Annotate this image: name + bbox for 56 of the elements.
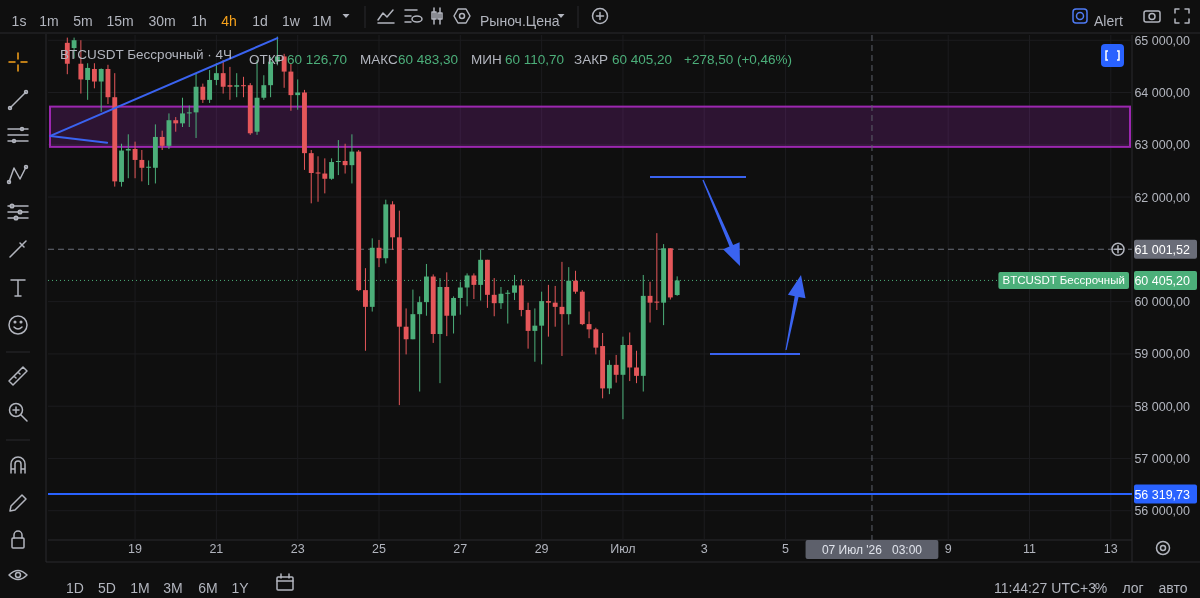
annotation: МАКС — [360, 52, 398, 67]
ref-line-label: 60 405,20 — [1134, 273, 1191, 288]
x-tick-label: 29 — [534, 542, 549, 556]
y-tick-label: 57 000,00 — [1134, 451, 1191, 466]
x-tick-label: Июл — [610, 542, 636, 556]
text: Рыноч.Цена — [480, 13, 560, 29]
x-tick-label: 9 — [944, 542, 952, 556]
y-tick-label: 62 000,00 — [1134, 190, 1191, 205]
x-tick-label: 13 — [1103, 542, 1118, 556]
text: 1D — [66, 580, 84, 596]
text: авто — [1158, 580, 1188, 596]
annotation: 60 405,20 — [612, 52, 673, 67]
x-tick-label: 23 — [290, 542, 305, 556]
y-tick-label: 56 000,00 — [1134, 504, 1191, 519]
annotation: 60 110,70 — [505, 52, 565, 67]
annotation: 60 126,70 — [287, 52, 348, 67]
x-tick-label: 11 — [1023, 542, 1037, 556]
text: 30m — [148, 13, 176, 29]
annotation: BTCUSDT Бессрочный — [1002, 274, 1125, 287]
text: 5m — [73, 13, 93, 29]
annotation: 60 483,30 — [398, 52, 459, 67]
text: 3M — [163, 580, 183, 596]
text: 4h — [221, 13, 237, 29]
y-tick-label: 63 000,00 — [1134, 138, 1191, 153]
text: 1M — [312, 13, 332, 29]
x-tick-label: 27 — [453, 542, 468, 556]
x-tick-label: 21 — [209, 542, 224, 556]
text: 6M — [198, 580, 218, 596]
ref-line-label: 61 001,52 — [1134, 242, 1191, 257]
text: 1d — [252, 13, 268, 29]
text: 1w — [282, 13, 301, 29]
text: 11:44:27 UTC+3 — [993, 580, 1097, 596]
annotation: +278,50 (+0,46%) — [684, 52, 793, 67]
annotation: ЗАКР — [574, 52, 609, 67]
x-tick-label: 25 — [372, 542, 387, 556]
y-tick-label: 60 000,00 — [1134, 295, 1191, 310]
text: 1s — [11, 13, 27, 29]
text: % — [1094, 580, 1108, 596]
ref-line-label: 56 319,73 — [1134, 487, 1191, 502]
text: 15m — [106, 13, 134, 29]
x-tick-label: 19 — [128, 542, 143, 556]
y-tick-label: 64 000,00 — [1134, 86, 1191, 101]
text: 5D — [98, 580, 116, 596]
text: 1m — [39, 13, 59, 29]
text: 1M — [130, 580, 150, 596]
text: Alert — [1094, 13, 1123, 29]
annotation: МИН — [471, 52, 502, 67]
x-tick-label: 5 — [782, 542, 790, 556]
y-tick-label: 58 000,00 — [1134, 399, 1191, 414]
x-tick-label: 3 — [700, 542, 708, 556]
y-tick-label: 59 000,00 — [1134, 347, 1191, 362]
text: 1Y — [231, 580, 250, 596]
text: лог — [1122, 580, 1144, 596]
text: 1h — [191, 13, 207, 29]
ref-line-label: 07 Июл '26 03:00 — [821, 543, 923, 557]
y-tick-label: 65 000,00 — [1134, 33, 1191, 48]
